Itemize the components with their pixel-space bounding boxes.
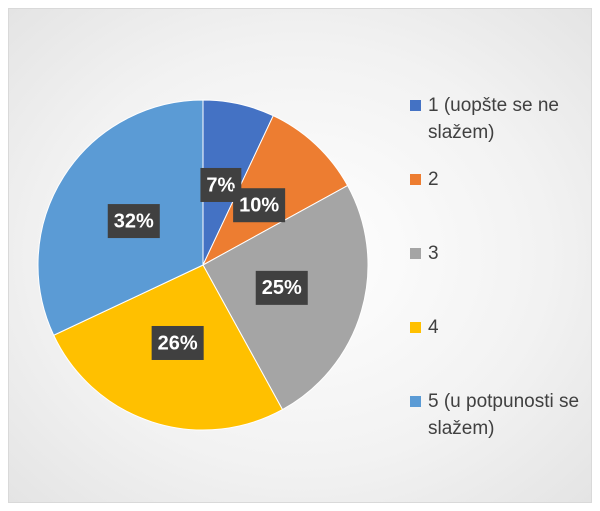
data-label: 32% <box>107 204 160 239</box>
legend-item: 3 <box>410 240 585 267</box>
legend-item: 2 <box>410 166 585 193</box>
legend-item: 4 <box>410 314 585 341</box>
legend-item: 5 (u potpunosti se slažem) <box>410 388 585 442</box>
legend-label: 3 <box>428 243 439 264</box>
data-label-text: 26% <box>158 332 198 354</box>
data-label-box <box>107 204 160 239</box>
legend-swatch <box>410 100 421 111</box>
data-label-box <box>233 188 286 223</box>
legend-swatch <box>410 396 421 407</box>
legend-label: 2 <box>428 169 439 190</box>
legend-swatch <box>410 174 421 185</box>
data-label-box <box>255 270 308 305</box>
data-label-text: 10% <box>239 195 279 217</box>
data-label: 25% <box>255 270 308 305</box>
data-label: 7% <box>200 167 242 202</box>
data-label-text: 25% <box>262 277 302 299</box>
legend-label: 4 <box>428 317 439 338</box>
data-label: 10% <box>233 188 286 223</box>
data-label-text: 32% <box>114 210 154 232</box>
legend-label: 1 (uopšte se ne slažem) <box>428 95 559 143</box>
legend-swatch <box>410 322 421 333</box>
legend-item: 1 (uopšte se ne slažem) <box>410 92 585 146</box>
data-label-text: 7% <box>206 174 235 196</box>
data-label-box <box>151 325 204 360</box>
legend-swatch <box>410 248 421 259</box>
legend-label: 5 (u potpunosti se slažem) <box>428 391 580 439</box>
data-label: 26% <box>151 325 204 360</box>
